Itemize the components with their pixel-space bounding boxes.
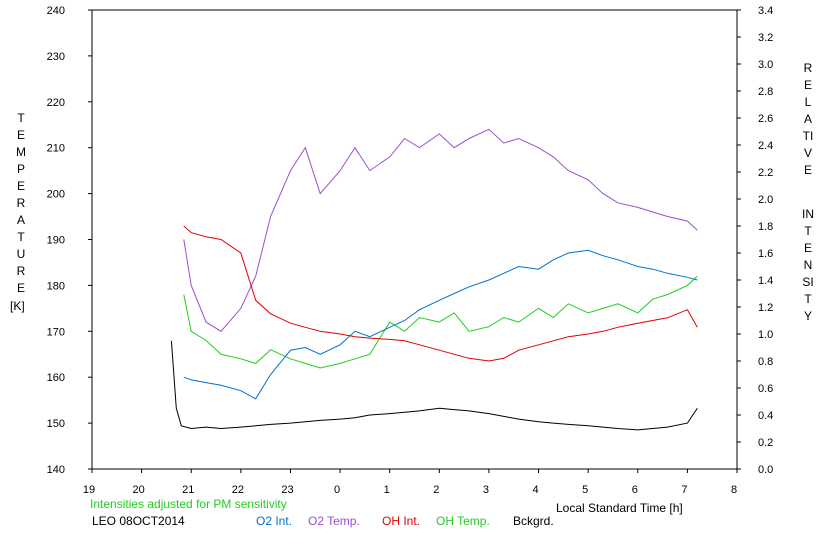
series-line-oh-temp — [183, 275, 698, 369]
x-tick-label: 19 — [83, 484, 95, 496]
legend-o2-int: O2 Int. — [256, 514, 293, 528]
legend-bckgrd: Bckgrd. — [513, 514, 554, 528]
right-tick-label: 0.4 — [758, 410, 773, 422]
right-axis-ticks: 0.0 0.2 0.4 0.6 0.8 1.0 1.2 1.4 1.6 1.8 2.0 2.2 2.4 2… — [737, 5, 773, 476]
x-tick-label: 8 — [731, 484, 737, 496]
right-tick-label: 2.0 — [758, 194, 773, 206]
legend-oh-temp: OH Temp. — [436, 514, 490, 528]
right-tick-label: 2.4 — [758, 140, 773, 152]
station-label: LEO 08OCT2014 — [92, 514, 185, 528]
right-tick-label: 3.2 — [758, 32, 773, 44]
right-tick-label: 3.4 — [758, 5, 773, 17]
right-tick-label: 2.6 — [758, 113, 773, 125]
legend-oh-int: OH Int. — [382, 514, 421, 528]
right-tick-label: 3.0 — [758, 59, 773, 71]
x-axis-ticks: 19 20 21 22 23 0 1 2 3 4 5 6 7 8 — [83, 469, 738, 496]
x-tick-label: 7 — [681, 484, 687, 496]
left-axis-ticks: 140 150 160 170 180 190 200 210 220 230 240 — [47, 5, 92, 476]
left-axis-label: TEMPERATURE — [16, 111, 26, 295]
x-tick-label: 22 — [232, 484, 244, 496]
x-tick-label: 4 — [532, 484, 538, 496]
series-layer — [170, 128, 698, 431]
right-tick-label: 0.6 — [758, 383, 773, 395]
right-tick-label: 1.0 — [758, 329, 773, 341]
x-tick-label: 23 — [281, 484, 293, 496]
series-line-o2-temp — [183, 128, 698, 332]
left-tick-label: 210 — [47, 143, 65, 155]
series-line-oh-int — [183, 225, 698, 362]
left-tick-label: 240 — [47, 5, 65, 17]
left-tick-label: 160 — [47, 372, 65, 384]
left-tick-label: 150 — [47, 418, 65, 430]
x-tick-label: 6 — [632, 484, 638, 496]
x-tick-label: 3 — [483, 484, 489, 496]
right-tick-label: 1.6 — [758, 248, 773, 260]
x-tick-label: 0 — [334, 484, 340, 496]
right-tick-label: 0.8 — [758, 356, 773, 368]
right-tick-label: 0.2 — [758, 437, 773, 449]
left-tick-label: 190 — [47, 235, 65, 247]
sensitivity-note: Intensities adjusted for PM sensitivity — [90, 497, 287, 511]
x-tick-label: 2 — [433, 484, 439, 496]
legend-o2-temp: O2 Temp. — [308, 514, 360, 528]
right-tick-label: 1.2 — [758, 302, 773, 314]
right-tick-label: 1.8 — [758, 221, 773, 233]
right-axis-label-word1: RELATIVE — [802, 61, 814, 177]
left-tick-label: 140 — [47, 464, 65, 476]
left-tick-label: 200 — [47, 189, 65, 201]
left-tick-label: 170 — [47, 326, 65, 338]
left-tick-label: 180 — [47, 280, 65, 292]
left-tick-label: 220 — [47, 97, 65, 109]
right-tick-label: 0.0 — [758, 464, 773, 476]
series-line-o2-int — [183, 249, 698, 400]
x-tick-label: 1 — [384, 484, 390, 496]
x-tick-label: 5 — [582, 484, 588, 496]
right-tick-label: 1.4 — [758, 275, 773, 287]
right-tick-label: 2.2 — [758, 167, 773, 179]
plot-frame — [91, 9, 738, 470]
x-axis-label: Local Standard Time [h] — [556, 501, 683, 515]
x-tick-label: 20 — [132, 484, 144, 496]
series-line-bckgrd — [170, 340, 698, 431]
left-axis-unit: [K] — [10, 299, 25, 313]
right-tick-label: 2.8 — [758, 86, 773, 98]
x-tick-label: 21 — [182, 484, 194, 496]
left-tick-label: 230 — [47, 51, 65, 63]
right-axis-label-word2: INTENSITY — [802, 207, 814, 323]
